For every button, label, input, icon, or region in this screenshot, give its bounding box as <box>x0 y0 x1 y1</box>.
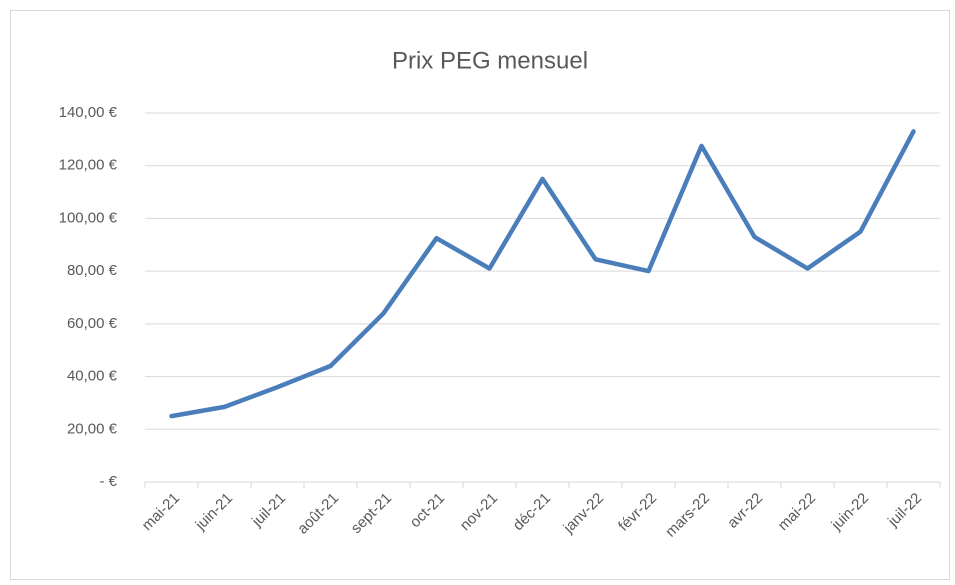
line <box>169 129 916 419</box>
y-tick-label: 140,00 € <box>59 104 118 121</box>
y-tick-label: 100,00 € <box>59 209 118 226</box>
y-tick-label: 120,00 € <box>59 157 118 174</box>
chart-border <box>10 10 950 580</box>
y-tick-label: - € <box>99 473 117 490</box>
y-tick-label: 80,00 € <box>67 262 118 279</box>
y-tick-label: 40,00 € <box>67 368 118 385</box>
y-tick-label: 20,00 € <box>67 420 118 437</box>
y-tick-label: 60,00 € <box>67 315 118 332</box>
chart-title: Prix PEG mensuel <box>392 47 588 74</box>
